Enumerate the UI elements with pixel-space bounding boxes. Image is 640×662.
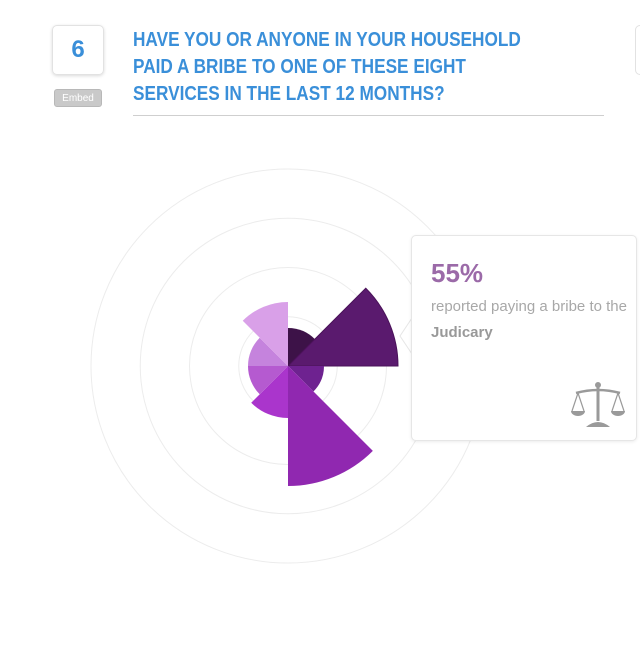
polar-wedge-3[interactable] bbox=[288, 366, 373, 486]
tooltip-pointer bbox=[399, 317, 413, 355]
polar-wedge-2[interactable] bbox=[288, 366, 324, 392]
polar-wedge-1[interactable] bbox=[286, 287, 399, 367]
next-question-box[interactable] bbox=[635, 25, 640, 75]
polar-wedge-4[interactable] bbox=[251, 366, 288, 418]
question-number: 6 bbox=[52, 25, 104, 75]
tooltip-category: Judicary bbox=[431, 324, 493, 341]
question-title: HAVE YOU OR ANYONE IN YOUR HOUSEHOLD PAI… bbox=[133, 28, 521, 105]
polar-wedge-6[interactable] bbox=[248, 337, 288, 366]
tooltip-description: reported paying a bribe to the Judicary bbox=[431, 294, 631, 346]
scales-of-justice-icon bbox=[571, 382, 625, 427]
polar-wedge-0[interactable] bbox=[288, 328, 315, 366]
polar-wedge-5[interactable] bbox=[248, 366, 288, 395]
tooltip-text: reported paying a bribe to the bbox=[431, 298, 627, 315]
divider bbox=[133, 115, 604, 116]
embed-button[interactable]: Embed bbox=[54, 89, 102, 107]
tooltip-value: 55% bbox=[431, 258, 484, 288]
tooltip-card: 55% reported paying a bribe to the Judic… bbox=[411, 235, 637, 441]
polar-wedge-7[interactable] bbox=[242, 302, 288, 366]
